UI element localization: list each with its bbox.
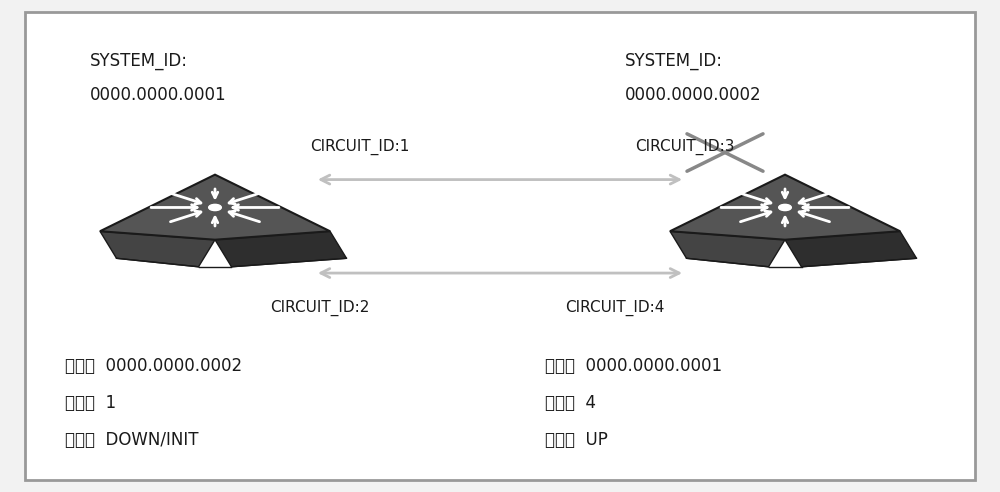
Text: SYSTEM_ID:: SYSTEM_ID: [90,52,188,70]
Polygon shape [215,231,347,267]
Text: CIRCUIT_ID:3: CIRCUIT_ID:3 [635,139,734,155]
Polygon shape [785,231,916,267]
Polygon shape [670,175,900,240]
Text: 0000.0000.0001: 0000.0000.0001 [90,86,227,104]
Circle shape [209,204,221,211]
Text: CIRCUIT_ID:4: CIRCUIT_ID:4 [565,300,664,316]
Text: 端口：  4: 端口： 4 [545,394,596,412]
Text: 状态：  UP: 状态： UP [545,430,608,449]
Text: CIRCUIT_ID:1: CIRCUIT_ID:1 [310,139,409,155]
Text: 邻居：  0000.0000.0001: 邻居： 0000.0000.0001 [545,357,722,375]
Text: SYSTEM_ID:: SYSTEM_ID: [625,52,723,70]
Text: 0000.0000.0002: 0000.0000.0002 [625,86,762,104]
Text: 端口：  1: 端口： 1 [65,394,116,412]
Polygon shape [100,175,330,240]
Text: CIRCUIT_ID:2: CIRCUIT_ID:2 [270,300,369,316]
Polygon shape [670,231,785,267]
Circle shape [779,204,791,211]
Text: 状态：  DOWN/INIT: 状态： DOWN/INIT [65,430,198,449]
Polygon shape [100,231,215,267]
Text: 邻居：  0000.0000.0002: 邻居： 0000.0000.0002 [65,357,242,375]
